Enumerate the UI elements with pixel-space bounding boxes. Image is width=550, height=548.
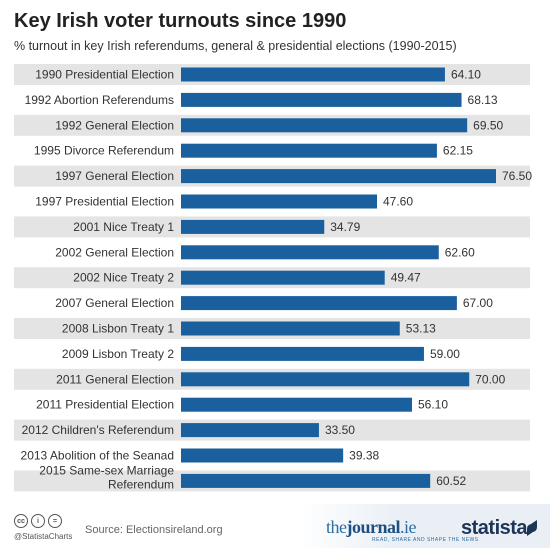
- category-label: 2012 Children's Referendum: [22, 423, 174, 437]
- value-label: 60.52: [436, 474, 466, 488]
- license-icons: cc i =: [14, 514, 62, 528]
- no-derivatives-icon: =: [48, 514, 62, 528]
- bar: [181, 296, 457, 311]
- bar: [181, 423, 319, 438]
- chart-title: Key Irish voter turnouts since 1990: [14, 10, 347, 32]
- bar: [181, 245, 439, 260]
- bar: [181, 270, 385, 285]
- cc-icon: cc: [14, 514, 28, 528]
- value-label: 62.15: [443, 144, 473, 158]
- thejournal-tagline: READ, SHARE AND SHAPE THE NEWS: [372, 537, 479, 543]
- bar: [181, 448, 344, 463]
- bar-chart: 1990 Presidential Election 64.10 1992 Abor…: [14, 64, 532, 492]
- attribution-icon: i: [31, 514, 45, 528]
- bar: [181, 67, 445, 82]
- value-label: 53.13: [406, 322, 436, 336]
- statista-logo: statista: [461, 517, 528, 539]
- bar: [181, 118, 468, 133]
- logo-part-journal: journal: [346, 517, 401, 537]
- logo-part-the: the: [326, 517, 347, 537]
- bar: [181, 321, 400, 336]
- value-label: 67.00: [463, 296, 493, 310]
- category-label: 1992 General Election: [55, 118, 174, 132]
- thejournal-logo: thejournal.ie: [326, 517, 417, 538]
- category-label: 2015 Same-sex Marriage Referendum: [39, 463, 174, 491]
- category-label: 1997 General Election: [55, 169, 174, 183]
- value-label: 56.10: [418, 398, 448, 412]
- category-label: 1992 Abortion Referendums: [25, 93, 174, 107]
- value-label: 47.60: [383, 195, 413, 209]
- category-label: 2011 Presidential Election: [36, 398, 174, 412]
- logo-part-tld: .ie: [400, 517, 417, 537]
- category-label: 2002 General Election: [55, 245, 174, 259]
- statista-mark-icon: [527, 520, 537, 536]
- bar: [181, 143, 437, 158]
- footer-band: [300, 504, 550, 548]
- bar: [181, 346, 424, 361]
- category-label: 1995 Divorce Referendum: [34, 144, 174, 158]
- bar: [181, 372, 470, 387]
- statista-handle: @StatistaCharts: [14, 532, 73, 541]
- value-label: 62.60: [445, 245, 475, 259]
- category-label: 1990 Presidential Election: [35, 68, 174, 82]
- value-label: 39.38: [349, 449, 379, 463]
- bar: [181, 473, 431, 488]
- bar: [181, 397, 412, 412]
- category-label: 2008 Lisbon Treaty 1: [62, 322, 174, 336]
- value-label: 49.47: [391, 271, 421, 285]
- bar: [181, 169, 496, 184]
- category-label: 2002 Nice Treaty 2: [73, 271, 174, 285]
- category-label: 2001 Nice Treaty 1: [73, 220, 174, 234]
- value-label: 33.50: [325, 423, 355, 437]
- bar: [181, 219, 325, 234]
- bar: [181, 194, 377, 209]
- footer: cc i = @StatistaCharts Source: Elections…: [0, 504, 550, 548]
- category-label: 2007 General Election: [55, 296, 174, 310]
- category-label: 2009 Lisbon Treaty 2: [62, 347, 174, 361]
- chart-subtitle: % turnout in key Irish referendums, gene…: [14, 39, 457, 53]
- source-note: Source: Electionsireland.org: [85, 524, 223, 536]
- value-label: 70.00: [475, 372, 505, 386]
- value-label: 68.13: [468, 93, 498, 107]
- category-label: 2011 General Election: [56, 372, 174, 386]
- value-label: 69.50: [473, 118, 503, 132]
- category-label: 2013 Abolition of the Seanad: [21, 449, 174, 463]
- value-label: 59.00: [430, 347, 460, 361]
- value-label: 64.10: [451, 68, 481, 82]
- bar: [181, 92, 462, 107]
- category-label: 1997 Presidential Election: [35, 195, 174, 209]
- value-label: 34.79: [330, 220, 360, 234]
- value-label: 76.50: [502, 169, 532, 183]
